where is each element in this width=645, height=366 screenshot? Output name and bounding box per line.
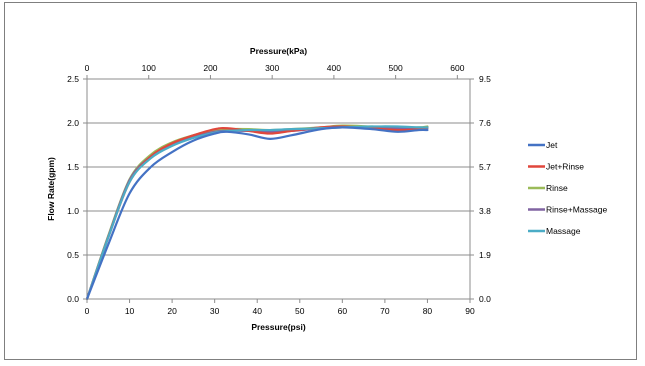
gridlines xyxy=(87,78,470,300)
series-line-jet-rinse xyxy=(85,125,429,301)
y-left-tick-label: 1.5 xyxy=(67,162,79,172)
y-right-tick-label: 1.9 xyxy=(479,250,491,260)
x-axis-top-title: Pressure(kPa) xyxy=(250,46,307,56)
y-right-tick-label: 3.8 xyxy=(479,206,491,216)
legend-label-massage: Massage xyxy=(546,226,581,236)
series-layer xyxy=(85,124,429,301)
legend-label-jet: Jet xyxy=(546,140,558,150)
x-top-tick-label: 400 xyxy=(327,63,341,73)
x-top-tick-label: 500 xyxy=(389,63,403,73)
y-left-tick-label: 2.5 xyxy=(67,74,79,84)
legend-label-rinse: Rinse xyxy=(546,183,568,193)
x-bottom-tick-label: 20 xyxy=(167,306,177,316)
legend: Jet Jet+Rinse Rinse Rinse+Massage Massage xyxy=(528,140,607,236)
x-bottom-tick-label: 0 xyxy=(85,306,90,316)
series-line-rinse-massage xyxy=(85,126,429,301)
x-top-tick-label: 300 xyxy=(265,63,279,73)
x-bottom-tick-label: 30 xyxy=(210,306,220,316)
x-top-tick-label: 200 xyxy=(203,63,217,73)
x-axis-bottom-title: Pressure(psi) xyxy=(251,322,305,332)
series-line-massage xyxy=(85,125,429,301)
y-right-tick-label: 5.7 xyxy=(479,162,491,172)
x-top-tick-label: 0 xyxy=(85,63,90,73)
y-axis-left-title: Flow Rate(gpm) xyxy=(46,157,56,221)
x-bottom-tick-label: 80 xyxy=(423,306,433,316)
x-bottom-tick-label: 40 xyxy=(252,306,262,316)
legend-label-jet-rinse: Jet+Rinse xyxy=(546,162,584,172)
y-left-tick-label: 0.5 xyxy=(67,250,79,260)
x-top-tick-label: 600 xyxy=(450,63,464,73)
legend-label-rinse-massage: Rinse+Massage xyxy=(546,205,607,215)
series-line-jet xyxy=(85,126,429,301)
axis-ticks: 0 10 20 30 40 50 60 70 80 90 0 100 200 300 400 500 600 0.… xyxy=(67,63,491,316)
y-left-tick-label: 1.0 xyxy=(67,206,79,216)
y-left-tick-label: 0.0 xyxy=(67,294,79,304)
chart-area xyxy=(4,2,637,360)
x-bottom-tick-label: 70 xyxy=(380,306,390,316)
plot-area xyxy=(86,78,471,300)
y-left-tick-label: 2.0 xyxy=(67,118,79,128)
y-right-tick-label: 0.0 xyxy=(479,294,491,304)
x-bottom-tick-label: 90 xyxy=(465,306,475,316)
x-top-tick-label: 100 xyxy=(142,63,156,73)
y-right-tick-label: 7.6 xyxy=(479,118,491,128)
x-bottom-tick-label: 60 xyxy=(338,306,348,316)
x-bottom-tick-label: 50 xyxy=(295,306,305,316)
series-line-rinse xyxy=(85,124,429,301)
x-bottom-tick-label: 10 xyxy=(125,306,135,316)
y-right-tick-label: 9.5 xyxy=(479,74,491,84)
